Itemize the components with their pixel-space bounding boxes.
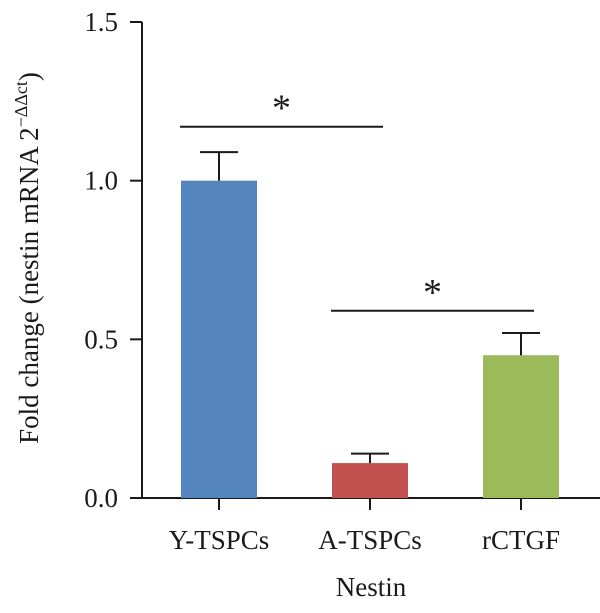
significance-star: * xyxy=(272,88,291,130)
significance-star: * xyxy=(423,272,442,314)
y-tick-label: 0.0 xyxy=(84,483,118,513)
bar-a-tspcs xyxy=(332,463,408,498)
y-axis-title-close: ) xyxy=(14,72,44,81)
error-bar xyxy=(502,331,540,356)
x-tick-label: A-TSPCs xyxy=(318,525,422,555)
x-tick-label: rCTGF xyxy=(482,525,560,555)
bar-rctgf xyxy=(483,355,559,498)
bar-y-tspcs xyxy=(181,180,257,498)
y-axis-title: Fold change (nestin mRNA 2−ΔΔct) xyxy=(11,72,44,444)
x-axis-title: Nestin xyxy=(336,572,407,602)
y-axis-title-main: Fold change (nestin mRNA 2 xyxy=(14,127,44,443)
y-tick-label: 0.5 xyxy=(84,324,118,354)
error-bars xyxy=(200,151,540,464)
error-bar xyxy=(200,151,238,181)
y-axis-title-superscript: −ΔΔct xyxy=(11,81,31,127)
significance-markers: ** xyxy=(180,88,534,314)
y-ticks: 0.0 0.5 1.0 1.5 xyxy=(84,7,142,513)
y-tick-label: 1.0 xyxy=(84,166,118,196)
y-tick-label: 1.5 xyxy=(84,7,118,37)
x-tick-label: Y-TSPCs xyxy=(169,525,270,555)
bars xyxy=(181,180,559,498)
error-bar xyxy=(351,452,389,464)
x-ticks: Y-TSPCs A-TSPCs rCTGF xyxy=(169,498,560,555)
